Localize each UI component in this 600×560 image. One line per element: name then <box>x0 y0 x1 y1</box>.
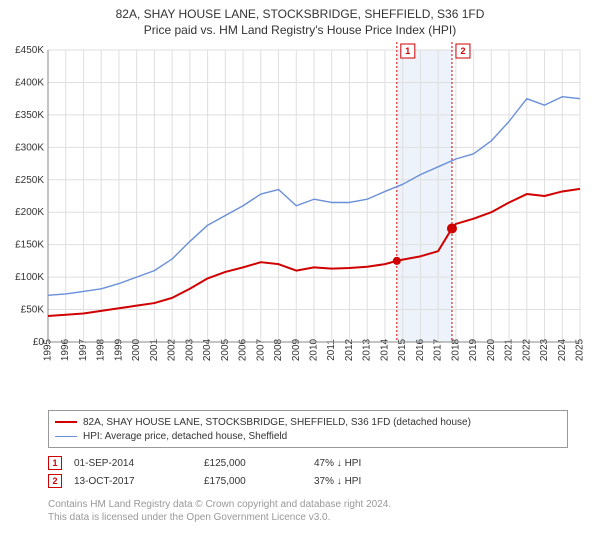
svg-text:£400K: £400K <box>15 77 44 88</box>
legend-swatch <box>55 436 77 437</box>
title-line-1: 82A, SHAY HOUSE LANE, STOCKSBRIDGE, SHEF… <box>0 6 600 22</box>
footer-block: 82A, SHAY HOUSE LANE, STOCKSBRIDGE, SHEF… <box>48 410 568 524</box>
legend-item: 82A, SHAY HOUSE LANE, STOCKSBRIDGE, SHEF… <box>55 415 561 429</box>
svg-text:£300K: £300K <box>15 142 44 153</box>
price-chart: £0£50K£100K£150K£200K£250K£300K£350K£400… <box>0 42 600 402</box>
attribution: Contains HM Land Registry data © Crown c… <box>48 498 568 524</box>
svg-text:£200K: £200K <box>15 207 44 218</box>
legend-label: 82A, SHAY HOUSE LANE, STOCKSBRIDGE, SHEF… <box>83 417 471 428</box>
sale-date: 01-SEP-2014 <box>74 458 204 469</box>
sale-marker: 2 <box>48 474 62 488</box>
sale-price: £125,000 <box>204 458 314 469</box>
sale-diff: 37% ↓ HPI <box>314 476 434 487</box>
legend-item: HPI: Average price, detached house, Shef… <box>55 429 561 443</box>
svg-text:£150K: £150K <box>15 240 44 251</box>
attribution-line-2: This data is licensed under the Open Gov… <box>48 511 568 524</box>
sale-date: 13-OCT-2017 <box>74 476 204 487</box>
sales-table: 1 01-SEP-2014£125,00047% ↓ HPI 2 13-OCT-201… <box>48 454 568 490</box>
legend-box: 82A, SHAY HOUSE LANE, STOCKSBRIDGE, SHEF… <box>48 410 568 448</box>
svg-text:2: 2 <box>460 46 465 56</box>
sale-marker: 1 <box>48 456 62 470</box>
svg-text:£250K: £250K <box>15 175 44 186</box>
legend-label: HPI: Average price, detached house, Shef… <box>83 431 287 442</box>
chart-container: £0£50K£100K£150K£200K£250K£300K£350K£400… <box>0 42 600 402</box>
chart-title-block: 82A, SHAY HOUSE LANE, STOCKSBRIDGE, SHEF… <box>0 0 600 38</box>
svg-text:1: 1 <box>405 46 410 56</box>
svg-text:£50K: £50K <box>21 305 45 316</box>
attribution-line-1: Contains HM Land Registry data © Crown c… <box>48 498 568 511</box>
sale-row: 2 13-OCT-2017£175,00037% ↓ HPI <box>48 472 568 490</box>
sale-diff: 47% ↓ HPI <box>314 458 434 469</box>
svg-text:£450K: £450K <box>15 45 44 56</box>
title-line-2: Price paid vs. HM Land Registry's House … <box>0 22 600 38</box>
legend-swatch <box>55 421 77 423</box>
svg-text:£350K: £350K <box>15 110 44 121</box>
svg-text:£100K: £100K <box>15 272 44 283</box>
sale-row: 1 01-SEP-2014£125,00047% ↓ HPI <box>48 454 568 472</box>
sale-price: £175,000 <box>204 476 314 487</box>
